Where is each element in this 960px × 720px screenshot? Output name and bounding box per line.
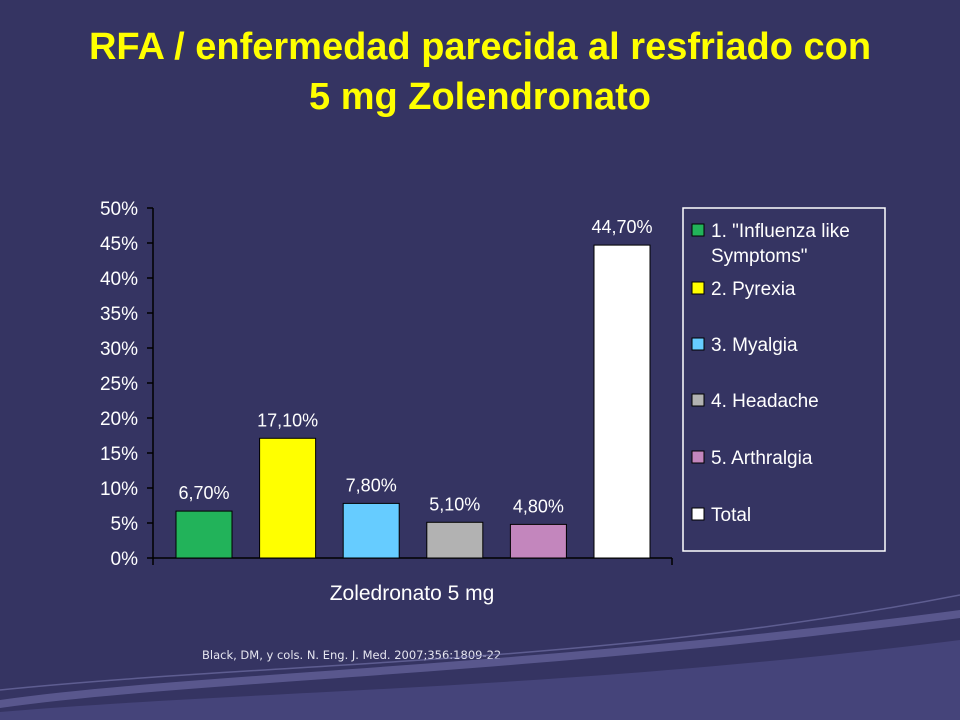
- x-axis-label: Zoledronato 5 mg: [330, 582, 495, 605]
- y-tick-label: 40%: [100, 269, 138, 290]
- y-tick-label: 15%: [100, 444, 138, 465]
- slide-title-line-1: RFA / enfermedad parecida al resfriado c…: [88, 26, 872, 68]
- bar-value-label: 17,10%: [257, 410, 318, 430]
- slide-title-line-2: 5 mg Zolendronato: [309, 76, 651, 118]
- bar-value-label: 4,80%: [513, 496, 564, 516]
- legend-swatch: [691, 450, 705, 464]
- y-tick-label: 20%: [100, 409, 138, 430]
- y-tick-label: 0%: [111, 549, 139, 570]
- legend-swatch: [691, 507, 705, 521]
- bar: [259, 437, 317, 559]
- chart-legend: 1. "Influenza like Symptoms" 2. Pyrexia 3. …: [682, 207, 886, 552]
- legend-swatch: [691, 223, 705, 237]
- legend-label: 4. Headache: [711, 391, 819, 412]
- legend-label: Total: [711, 505, 751, 526]
- bar: [342, 502, 400, 559]
- bar: [426, 521, 484, 559]
- y-tick-label: 25%: [100, 374, 138, 395]
- legend-swatch: [691, 337, 705, 351]
- legend-label: 1. "Influenza like Symptoms": [711, 221, 850, 267]
- legend-swatch: [691, 281, 705, 295]
- legend-swatch: [691, 393, 705, 407]
- chart-bars: [175, 244, 651, 559]
- bar-value-labels: 6,70% 17,10% 7,80% 5,10% 4,80% 44,70%: [178, 217, 652, 516]
- bar-value-label: 7,80%: [346, 475, 397, 495]
- y-tick-label: 45%: [100, 234, 138, 255]
- y-tick-label: 30%: [100, 339, 138, 360]
- slide-title: RFA / enfermedad parecida al resfriado c…: [0, 22, 960, 122]
- legend-label: 2. Pyrexia: [711, 279, 796, 300]
- y-tick-label: 35%: [100, 304, 138, 325]
- legend-label: 5. Arthralgia: [711, 448, 813, 469]
- y-tick-label: 10%: [100, 479, 138, 500]
- y-tick-label: 50%: [100, 199, 138, 220]
- bar-value-label: 5,10%: [429, 494, 480, 514]
- bar-value-label: 44,70%: [591, 217, 652, 237]
- bar-value-label: 6,70%: [178, 483, 229, 503]
- citation: Black, DM, y cols. N. Eng. J. Med. 2007;…: [202, 648, 502, 662]
- bar: [509, 523, 567, 559]
- legend-label: 3. Myalgia: [711, 335, 798, 356]
- bar: [593, 244, 651, 559]
- legend-box: [682, 207, 886, 552]
- y-tick-label: 5%: [111, 514, 139, 535]
- bar: [175, 510, 233, 559]
- y-axis-ticks: 0% 5% 10% 15% 20% 25% 30% 35% 40% 45% 50%: [100, 199, 153, 570]
